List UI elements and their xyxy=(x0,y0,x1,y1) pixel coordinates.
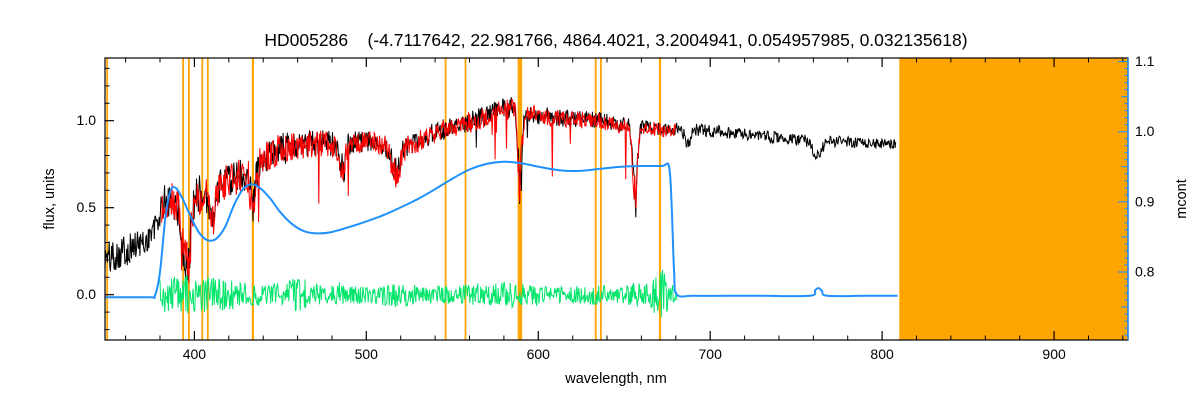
chart-title: HD005286 (-4.7117642, 22.981766, 4864.40… xyxy=(264,30,967,50)
x-tick-label: 900 xyxy=(1042,346,1066,362)
masked-region xyxy=(899,58,1128,340)
residual xyxy=(159,270,678,318)
x-tick-label: 500 xyxy=(355,346,379,362)
x-axis: 400 500 600 700 800 900 xyxy=(125,58,1124,362)
y-right-tick-label: 1.1 xyxy=(1135,53,1155,69)
fitted-spectrum xyxy=(161,98,677,284)
y-axis-left-label: flux, units xyxy=(42,168,58,229)
x-tick-label: 700 xyxy=(699,346,723,362)
x-tick-label: 800 xyxy=(870,346,894,362)
x-axis-label: wavelength, nm xyxy=(564,371,667,387)
y-right-tick-label: 0.9 xyxy=(1135,193,1155,209)
y-axis-right-label: mcont xyxy=(1174,179,1190,219)
y-axis-right: 0.8 0.9 1.0 1.1 xyxy=(1118,53,1155,340)
y-right-tick-label: 1.0 xyxy=(1135,123,1155,139)
y-left-tick-label: 1.0 xyxy=(77,112,97,128)
x-tick-label: 600 xyxy=(527,346,551,362)
x-tick-label: 400 xyxy=(183,346,207,362)
y-left-tick-label: 0.0 xyxy=(77,286,97,302)
mcont-curve xyxy=(104,160,898,300)
y-axis-left: 0.0 0.5 1.0 xyxy=(77,67,114,331)
y-left-tick-label: 0.5 xyxy=(77,199,97,215)
y-right-tick-label: 0.8 xyxy=(1135,264,1155,280)
